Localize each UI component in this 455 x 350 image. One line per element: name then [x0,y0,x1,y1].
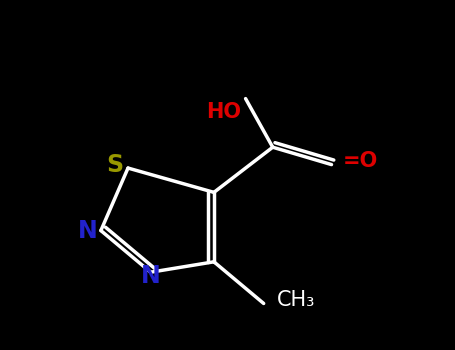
Text: S: S [106,153,123,177]
Text: HO: HO [206,102,241,122]
Text: N: N [77,218,97,243]
Text: CH₃: CH₃ [277,290,316,310]
Text: =O: =O [343,151,378,171]
Text: N: N [141,264,161,288]
